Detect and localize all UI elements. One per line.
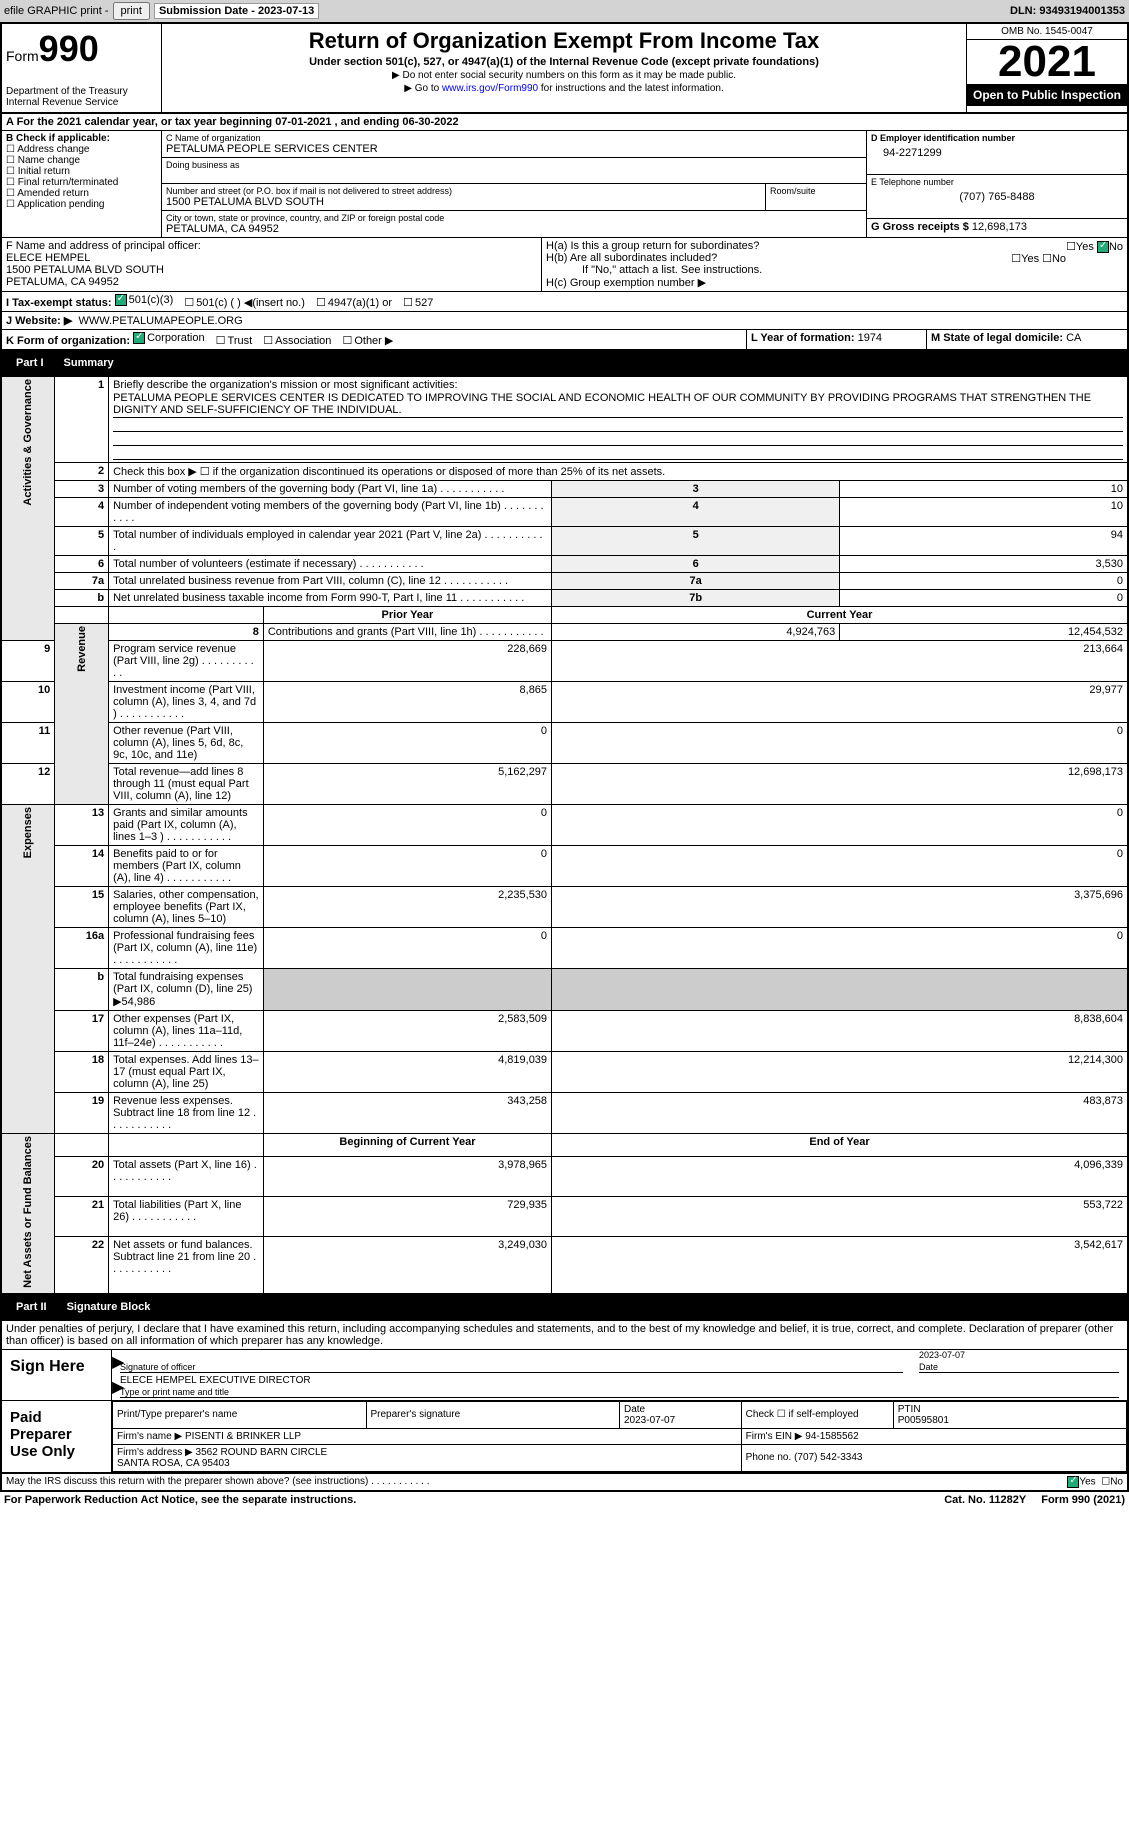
501c3-check-icon: [115, 294, 127, 306]
org-name: PETALUMA PEOPLE SERVICES CENTER: [166, 143, 862, 155]
room-label: Room/suite: [770, 186, 862, 196]
summary-table: Activities & Governance 1 Briefly descri…: [0, 375, 1129, 1295]
officer-label: F Name and address of principal officer:: [6, 240, 537, 252]
prior-hdr: Prior Year: [263, 607, 551, 624]
part1-header: Part ISummary: [0, 351, 1129, 375]
street-label: Number and street (or P.O. box if mail i…: [166, 186, 761, 196]
prep-date: 2023-07-07: [624, 1415, 675, 1426]
line2: Check this box ▶ ☐ if the organization d…: [109, 463, 1128, 481]
gross-receipts: 12,698,173: [972, 221, 1027, 233]
form-ref: Form 990 (2021): [1041, 1494, 1125, 1506]
cat-no: Cat. No. 11282Y: [944, 1494, 1026, 1506]
tax-status-row: I Tax-exempt status: 501(c)(3) ☐ 501(c) …: [0, 292, 1129, 312]
street: 1500 PETALUMA BLVD SOUTH: [166, 196, 761, 208]
chk-name[interactable]: ☐ Name change: [6, 155, 157, 166]
org-name-label: C Name of organization: [166, 133, 862, 143]
discuss-row: May the IRS discuss this return with the…: [0, 1474, 1129, 1492]
goto-note: ▶ Go to www.irs.gov/Form990 for instruct…: [170, 83, 958, 94]
city-label: City or town, state or province, country…: [166, 213, 862, 223]
chk-pending[interactable]: ☐ Application pending: [6, 199, 157, 210]
hb-line: H(b) Are all subordinates included? ☐Yes…: [546, 252, 1123, 264]
ptin: P00595801: [898, 1415, 949, 1426]
sig-date: 2023-07-07: [919, 1350, 965, 1360]
row-5: 5Total number of individuals employed in…: [1, 527, 1128, 556]
officer-name-title: ELECE HEMPEL EXECUTIVE DIRECTOR: [120, 1375, 311, 1386]
form-number: Form990: [6, 28, 157, 70]
current-hdr: Current Year: [552, 607, 1128, 624]
efile-label: efile GRAPHIC print -: [4, 5, 109, 17]
top-bar: efile GRAPHIC print - print Submission D…: [0, 0, 1129, 22]
firm-ein: 94-1585562: [805, 1431, 858, 1442]
row-7a: 7aTotal unrelated business revenue from …: [1, 573, 1128, 590]
side-revenue: Revenue: [76, 626, 88, 672]
klm-row: K Form of organization: Corporation ☐ Tr…: [0, 330, 1129, 351]
discuss-yes-icon: [1067, 1476, 1079, 1488]
print-button[interactable]: print: [113, 2, 150, 20]
officer-name: ELECE HEMPEL: [6, 252, 537, 264]
chk-address[interactable]: ☐ Address change: [6, 144, 157, 155]
preparer-block: Paid Preparer Use Only Print/Type prepar…: [2, 1401, 1127, 1472]
sign-here-label: Sign Here: [2, 1350, 112, 1400]
domicile: CA: [1066, 332, 1081, 344]
identity-block: B Check if applicable: ☐ Address change …: [0, 131, 1129, 238]
sig-officer-label: Signature of officer: [120, 1362, 195, 1372]
mission-label: Briefly describe the organization's miss…: [113, 379, 457, 391]
form-header: Form990 Department of the Treasury Inter…: [0, 22, 1129, 114]
row-4: 4Number of independent voting members of…: [1, 498, 1128, 527]
ha-line: H(a) Is this a group return for subordin…: [546, 240, 1123, 252]
ha-no-icon: [1097, 241, 1109, 253]
gross-label: G Gross receipts $: [871, 221, 969, 233]
prep-name-label: Print/Type preparer's name: [113, 1401, 367, 1428]
declaration: Under penalties of perjury, I declare th…: [2, 1321, 1127, 1350]
officer-addr2: PETALUMA, CA 94952: [6, 276, 537, 288]
department: Department of the Treasury Internal Reve…: [6, 86, 157, 108]
side-governance: Activities & Governance: [22, 379, 34, 506]
inspection-label: Open to Public Inspection: [967, 84, 1127, 106]
phone: (707) 765-8488: [871, 187, 1123, 203]
paperwork-footer: For Paperwork Reduction Act Notice, see …: [0, 1492, 1129, 1508]
firm-name: PISENTI & BRINKER LLP: [185, 1431, 301, 1442]
ssn-note: ▶ Do not enter social security numbers o…: [170, 70, 958, 81]
side-expenses: Expenses: [22, 807, 34, 858]
city: PETALUMA, CA 94952: [166, 223, 862, 235]
beg-hdr: Beginning of Current Year: [263, 1134, 551, 1157]
submission-date: Submission Date - 2023-07-13: [154, 3, 319, 19]
signature-block: Under penalties of perjury, I declare th…: [0, 1319, 1129, 1474]
ein: 94-2271299: [871, 143, 1123, 159]
calendar-year-line: A For the 2021 calendar year, or tax yea…: [0, 114, 1129, 131]
row-3: 3Number of voting members of the governi…: [1, 481, 1128, 498]
prep-sig-label: Preparer's signature: [366, 1401, 620, 1428]
website: WWW.PETALUMAPEOPLE.ORG: [78, 315, 242, 327]
tax-year: 2021: [967, 40, 1127, 84]
section-f-h: F Name and address of principal officer:…: [0, 238, 1129, 292]
corp-check-icon: [133, 332, 145, 344]
hb-note: If "No," attach a list. See instructions…: [546, 264, 1123, 276]
row-6: 6Total number of volunteers (estimate if…: [1, 556, 1128, 573]
irs-link[interactable]: www.irs.gov/Form990: [442, 83, 538, 94]
chk-initial[interactable]: ☐ Initial return: [6, 166, 157, 177]
paid-preparer-label: Paid Preparer Use Only: [2, 1401, 112, 1472]
dln: DLN: 93493194001353: [1010, 5, 1125, 17]
firm-phone: (707) 542-3343: [794, 1452, 862, 1463]
part2-header: Part IISignature Block: [0, 1295, 1129, 1319]
box-b: B Check if applicable: ☐ Address change …: [2, 131, 162, 237]
dba-label: Doing business as: [166, 160, 862, 170]
row-7b: bNet unrelated business taxable income f…: [1, 590, 1128, 607]
form-subtitle: Under section 501(c), 527, or 4947(a)(1)…: [170, 56, 958, 68]
form-title: Return of Organization Exempt From Incom…: [170, 28, 958, 54]
year-formation: 1974: [858, 332, 882, 344]
phone-label: E Telephone number: [871, 177, 1123, 187]
website-row: J Website: ▶ WWW.PETALUMAPEOPLE.ORG: [0, 312, 1129, 330]
officer-addr1: 1500 PETALUMA BLVD SOUTH: [6, 264, 537, 276]
chk-amended[interactable]: ☐ Amended return: [6, 188, 157, 199]
self-emp: Check ☐ if self-employed: [741, 1401, 893, 1428]
end-hdr: End of Year: [552, 1134, 1128, 1157]
mission-text: PETALUMA PEOPLE SERVICES CENTER IS DEDIC…: [113, 391, 1123, 418]
ein-label: D Employer identification number: [871, 133, 1015, 143]
chk-final[interactable]: ☐ Final return/terminated: [6, 177, 157, 188]
hc-line: H(c) Group exemption number ▶: [546, 276, 1123, 289]
side-net: Net Assets or Fund Balances: [22, 1136, 34, 1288]
